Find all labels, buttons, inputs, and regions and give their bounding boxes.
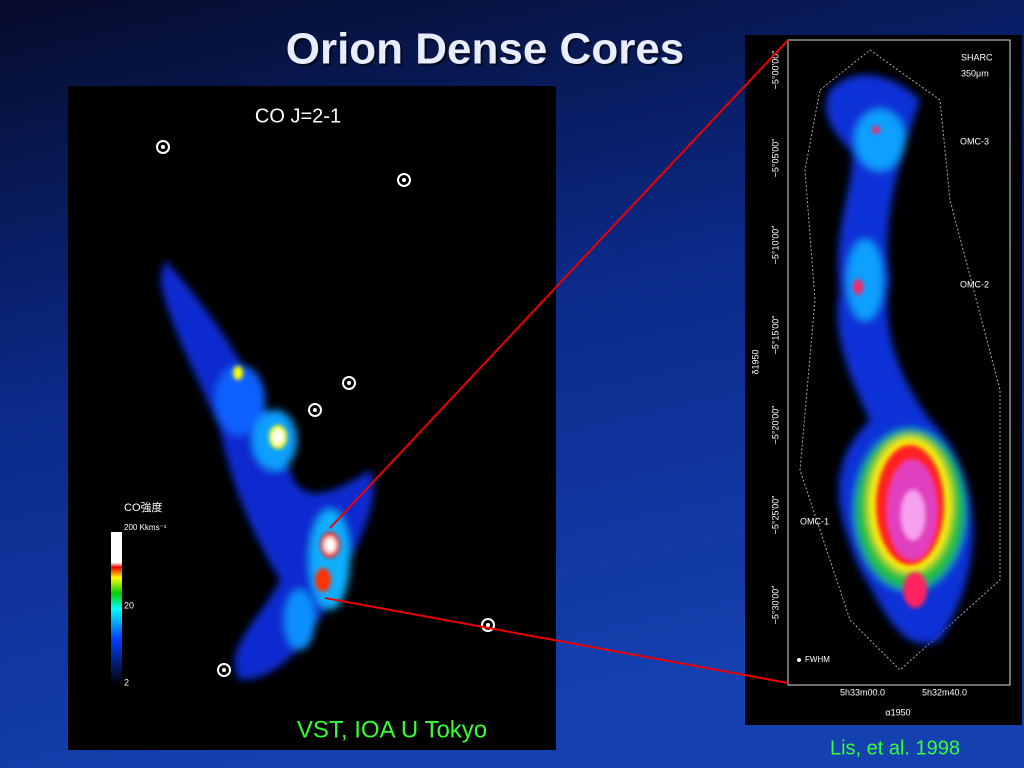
y-tick-label: −5°25'00" (770, 496, 780, 535)
y-tick-label: −5°00'00" (770, 51, 780, 90)
beam (797, 658, 801, 662)
connector (329, 39, 789, 529)
left-credit: VST, IOA U Tokyo (297, 716, 487, 743)
right-credit: Lis, et al. 1998 (830, 737, 960, 759)
y-tick-label: −5°30'00" (770, 586, 780, 625)
y-tick-label: −5°10'00" (770, 226, 780, 265)
star-dots (161, 145, 490, 672)
title: Orion Dense Cores (286, 25, 685, 74)
region-label: OMC-2 (960, 279, 989, 289)
title-shadow: Orion Dense Cores (288, 27, 687, 76)
connector (324, 597, 789, 684)
colorbar-mid: 20 (124, 600, 134, 610)
y-ticks: −5°00'00" −5°05'00" −5°10'00" −5°15'00" −5°2… (770, 51, 780, 625)
y-axis-label: δ1950 (750, 349, 760, 374)
x-tick-label: 5h32m40.0 (922, 687, 967, 697)
panel-label: CO J=2-1 (255, 105, 341, 127)
co-peaks (233, 366, 340, 592)
colorbar (111, 532, 122, 685)
plot-frame (787, 39, 1011, 686)
wavelength: 350μm (961, 68, 989, 78)
x-axis-label: α1950 (885, 707, 910, 717)
colorbar-max: 200 Kkms⁻¹ (124, 523, 167, 532)
dust-peaks (853, 126, 944, 608)
region-label: OMC-1 (800, 516, 829, 526)
beam-label: FWHM (805, 655, 830, 664)
y-tick-label: −5°05'00" (770, 139, 780, 178)
coverage-outline (799, 49, 1001, 671)
star-markers (156, 140, 495, 677)
x-tick-label: 5h33m00.0 (840, 687, 885, 697)
left-image (68, 86, 556, 750)
y-tick-label: −5°15'00" (770, 316, 780, 355)
colorbar-title: CO強度 (124, 500, 163, 514)
instrument: SHARC (961, 52, 993, 62)
colorbar-min: 2 (124, 677, 129, 687)
y-tick-label: −5°20'00" (770, 406, 780, 445)
region-label: OMC-3 (960, 136, 989, 146)
